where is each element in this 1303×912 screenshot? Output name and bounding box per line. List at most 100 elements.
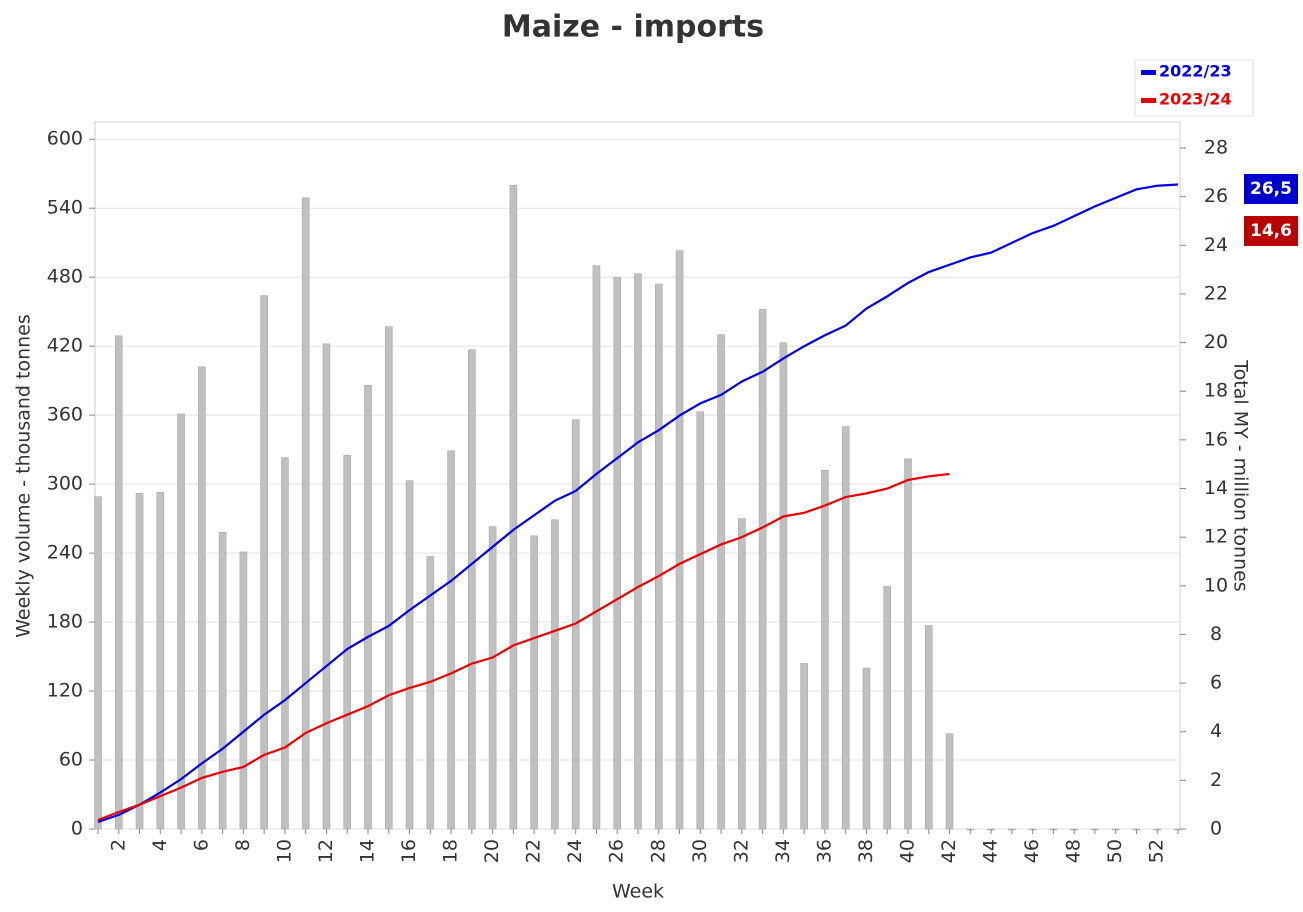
bar: [696, 411, 705, 830]
bar: [343, 455, 352, 830]
x-axis-title: Week: [612, 881, 664, 903]
bar: [260, 295, 268, 830]
y2-tick-label: 18: [1204, 380, 1228, 402]
bar: [945, 733, 954, 830]
legend-label: 2022/23: [1159, 62, 1232, 81]
line: [97, 183, 1179, 823]
bar: [654, 283, 663, 830]
x-tick-label: 18: [440, 839, 462, 863]
bar: [405, 480, 414, 830]
y2-tick-label: 20: [1204, 331, 1228, 353]
bar: [177, 413, 185, 830]
y-tick-label: 420: [47, 335, 83, 357]
bar: [862, 667, 871, 830]
y2-tick-label: 2: [1210, 769, 1222, 791]
y2-tick-label: 0: [1210, 818, 1222, 840]
bar: [384, 326, 393, 830]
y-tick-label: 480: [47, 266, 83, 288]
bar: [114, 335, 123, 830]
y-tick-label: 540: [47, 197, 83, 219]
bar: [468, 349, 476, 830]
x-tick-label: 52: [1146, 839, 1168, 863]
bar: [281, 457, 289, 830]
end-label-box: [1244, 174, 1298, 204]
end-label-box: [1244, 216, 1298, 246]
x-tick-label: 26: [606, 839, 628, 863]
bar: [758, 309, 767, 830]
y-tick-label: 120: [47, 680, 83, 702]
y-axis-title: Weekly volume - thousand tonnes: [13, 314, 35, 638]
end-label: 26,5: [1250, 179, 1292, 199]
x-tick-label: 16: [398, 839, 420, 863]
y2-tick-label: 6: [1210, 672, 1222, 694]
x-tick-label: 42: [938, 839, 960, 863]
end-label: 14,6: [1250, 221, 1292, 241]
x-tick-label: 28: [647, 839, 669, 863]
y-tick-label: 180: [47, 611, 83, 633]
legend-swatch: [1141, 70, 1156, 75]
bar: [94, 496, 102, 830]
x-tick-label: 12: [315, 839, 337, 863]
bar: [218, 532, 227, 830]
x-tick-label: 4: [149, 839, 171, 851]
legend-label: 2023/24: [1159, 90, 1232, 109]
y2-tick-label: 24: [1204, 234, 1228, 256]
bar: [613, 276, 622, 830]
y2-tick-label: 8: [1210, 623, 1222, 645]
y2-tick-label: 16: [1204, 428, 1228, 450]
x-tick-label: 8: [232, 839, 254, 851]
bar: [738, 518, 746, 830]
x-tick-label: 30: [689, 839, 711, 863]
chart-title: Maize - imports: [502, 10, 764, 45]
bar: [821, 470, 829, 830]
y2-tick-label: 10: [1204, 574, 1228, 596]
x-tick-label: 24: [564, 839, 586, 863]
bar: [239, 551, 248, 830]
x-tick-label: 38: [855, 839, 877, 863]
bar: [198, 366, 206, 830]
x-tick-label: 44: [980, 839, 1002, 863]
bar: [883, 586, 892, 830]
x-tick-label: 2: [107, 839, 129, 851]
legend-swatch: [1141, 98, 1156, 103]
x-tick-label: 34: [772, 839, 794, 863]
bar: [904, 458, 912, 830]
x-tick-label: 22: [523, 839, 545, 863]
bar: [156, 491, 165, 830]
x-tick-label: 6: [190, 839, 212, 851]
bar: [717, 334, 725, 830]
x-tick-label: 46: [1021, 839, 1043, 863]
bar: [551, 519, 559, 830]
legend-box: [1134, 59, 1254, 117]
y-tick-label: 600: [47, 128, 83, 150]
bar: [924, 625, 933, 830]
y-tick-label: 300: [47, 473, 83, 495]
y2-tick-label: 22: [1204, 282, 1228, 304]
bar: [488, 526, 497, 830]
y2-tick-label: 12: [1204, 526, 1228, 548]
x-tick-label: 14: [357, 839, 379, 863]
x-tick-label: 36: [813, 839, 835, 863]
bar: [592, 265, 601, 830]
x-tick-label: 10: [273, 839, 295, 863]
y-tick-label: 0: [71, 818, 83, 840]
y-tick-label: 360: [47, 404, 83, 426]
bar: [779, 342, 788, 830]
y2-tick-label: 4: [1210, 720, 1222, 742]
bar: [530, 535, 538, 830]
x-tick-label: 40: [897, 839, 919, 863]
bar: [447, 450, 455, 830]
y2-tick-label: 26: [1204, 185, 1228, 207]
bar: [675, 250, 684, 830]
bar: [322, 343, 331, 830]
bar: [509, 184, 518, 830]
y2-tick-label: 14: [1204, 477, 1228, 499]
bar: [634, 273, 642, 830]
bar: [364, 384, 372, 830]
x-tick-label: 50: [1104, 839, 1126, 863]
bar: [841, 426, 850, 830]
y2-tick-label: 28: [1204, 137, 1228, 159]
y-tick-label: 240: [47, 542, 83, 564]
x-tick-label: 48: [1063, 839, 1085, 863]
